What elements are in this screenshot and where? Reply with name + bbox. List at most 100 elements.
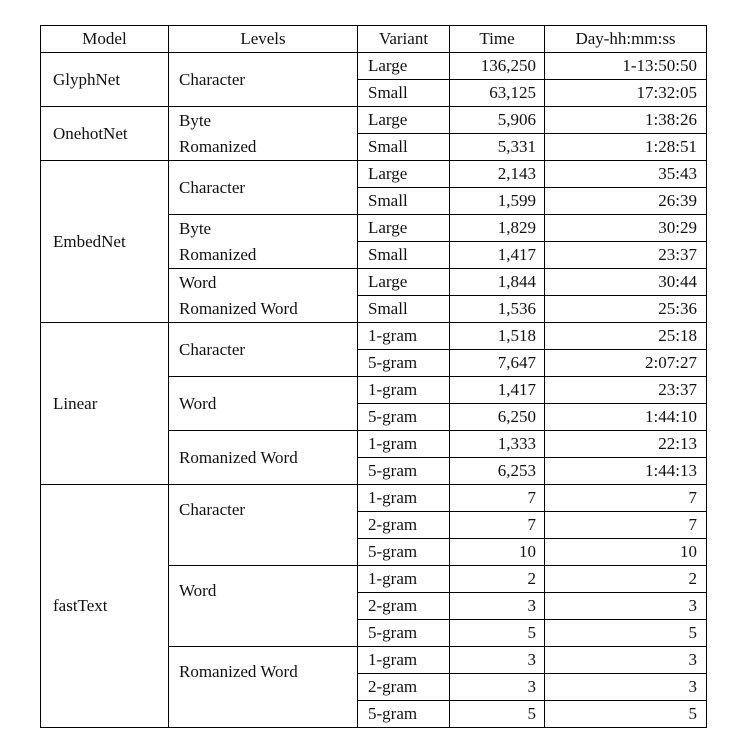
variant-cell: 2-gram bbox=[357, 592, 450, 620]
level-cell: Romanized Word bbox=[168, 430, 358, 485]
day-cell: 10 bbox=[544, 538, 707, 566]
day-cell: 22:13 bbox=[544, 430, 707, 458]
col-header-variant: Variant bbox=[357, 25, 450, 53]
table-row: 5-gram 7,647 2:07:27 bbox=[41, 349, 707, 377]
table-row: 5-gram 5 5 bbox=[41, 700, 707, 728]
variant-cell: Large bbox=[357, 214, 450, 242]
variant-cell: 1-gram bbox=[357, 484, 450, 512]
time-cell: 7 bbox=[449, 511, 545, 539]
time-cell: 3 bbox=[449, 673, 545, 701]
variant-cell: 5-gram bbox=[357, 700, 450, 728]
time-cell: 7,647 bbox=[449, 349, 545, 377]
table-row: Word Romanized Word Large 1,844 30:44 bbox=[41, 268, 707, 323]
time-cell: 1,333 bbox=[449, 430, 545, 458]
day-cell: 1:44:10 bbox=[544, 403, 707, 431]
level-cell: Byte Romanized bbox=[168, 106, 358, 161]
table-row: Romanized Word 1-gram 1,333 22:13 bbox=[41, 430, 707, 485]
time-cell: 1,844 bbox=[449, 268, 545, 296]
day-cell: 7 bbox=[544, 511, 707, 539]
variant-cell: 1-gram bbox=[357, 322, 450, 350]
table-row: 2-gram 7 7 bbox=[41, 511, 707, 539]
level-cell: Character bbox=[168, 160, 358, 215]
variant-cell: Large bbox=[357, 52, 450, 80]
col-header-time: Time bbox=[449, 25, 545, 53]
col-header-day: Day-hh:mm:ss bbox=[544, 25, 707, 53]
time-cell: 1,417 bbox=[449, 241, 545, 269]
table-row: Romanized Word 1-gram 3 3 bbox=[41, 646, 707, 728]
level-cell: Byte Romanized bbox=[168, 214, 358, 269]
variant-cell: Small bbox=[357, 187, 450, 215]
variant-cell: Small bbox=[357, 79, 450, 107]
table-row: 5-gram 10 10 bbox=[41, 538, 707, 566]
table-row: Word 1-gram 1,417 23:37 bbox=[41, 376, 707, 431]
day-cell: 1:28:51 bbox=[544, 133, 707, 161]
table-row: 2-gram 3 3 bbox=[41, 673, 707, 701]
day-cell: 35:43 bbox=[544, 160, 707, 188]
training-time-table: Model Levels Variant Time Day-hh:mm:ss G… bbox=[40, 25, 707, 728]
time-cell: 1,518 bbox=[449, 322, 545, 350]
time-cell: 1,417 bbox=[449, 376, 545, 404]
day-cell: 3 bbox=[544, 673, 707, 701]
model-cell: fastText bbox=[40, 484, 169, 728]
day-cell: 30:44 bbox=[544, 268, 707, 296]
level-cell: Character bbox=[168, 484, 358, 566]
time-cell: 6,253 bbox=[449, 457, 545, 485]
table-row: Small 5,331 1:28:51 bbox=[41, 133, 707, 161]
day-cell: 25:18 bbox=[544, 322, 707, 350]
table-row: 2-gram 3 3 bbox=[41, 592, 707, 620]
time-cell: 63,125 bbox=[449, 79, 545, 107]
time-cell: 10 bbox=[449, 538, 545, 566]
variant-cell: Small bbox=[357, 295, 450, 323]
variant-cell: 1-gram bbox=[357, 376, 450, 404]
table-row: Small 1,599 26:39 bbox=[41, 187, 707, 215]
variant-cell: 5-gram bbox=[357, 538, 450, 566]
day-cell: 26:39 bbox=[544, 187, 707, 215]
level-cell: Character bbox=[168, 322, 358, 377]
time-cell: 1,829 bbox=[449, 214, 545, 242]
time-cell: 1,599 bbox=[449, 187, 545, 215]
day-cell: 1:38:26 bbox=[544, 106, 707, 134]
day-cell: 3 bbox=[544, 592, 707, 620]
table-row: GlyphNet Character Large 136,250 1-13:50… bbox=[40, 52, 707, 107]
level-cell: Word Romanized Word bbox=[168, 268, 358, 323]
time-cell: 2,143 bbox=[449, 160, 545, 188]
variant-cell: Large bbox=[357, 106, 450, 134]
time-cell: 5 bbox=[449, 700, 545, 728]
time-cell: 5 bbox=[449, 619, 545, 647]
day-cell: 17:32:05 bbox=[544, 79, 707, 107]
day-cell: 25:36 bbox=[544, 295, 707, 323]
model-cell: EmbedNet bbox=[40, 160, 169, 323]
level-cell: Word bbox=[168, 376, 358, 431]
variant-cell: 5-gram bbox=[357, 619, 450, 647]
variant-cell: 5-gram bbox=[357, 349, 450, 377]
table-row: fastText Character 1-gram 7 7 bbox=[40, 484, 707, 728]
day-cell: 1:44:13 bbox=[544, 457, 707, 485]
level-cell: Word bbox=[168, 565, 358, 647]
time-cell: 3 bbox=[449, 592, 545, 620]
variant-cell: 2-gram bbox=[357, 511, 450, 539]
day-cell: 23:37 bbox=[544, 241, 707, 269]
day-cell: 1-13:50:50 bbox=[544, 52, 707, 80]
day-cell: 2:07:27 bbox=[544, 349, 707, 377]
variant-cell: Small bbox=[357, 133, 450, 161]
day-cell: 30:29 bbox=[544, 214, 707, 242]
day-cell: 7 bbox=[544, 484, 707, 512]
model-cell: Linear bbox=[40, 322, 169, 485]
day-cell: 23:37 bbox=[544, 376, 707, 404]
variant-cell: 1-gram bbox=[357, 646, 450, 674]
variant-cell: Large bbox=[357, 268, 450, 296]
variant-cell: 5-gram bbox=[357, 457, 450, 485]
day-cell: 5 bbox=[544, 700, 707, 728]
time-cell: 7 bbox=[449, 484, 545, 512]
time-cell: 3 bbox=[449, 646, 545, 674]
time-cell: 2 bbox=[449, 565, 545, 593]
variant-cell: 1-gram bbox=[357, 430, 450, 458]
table-row: EmbedNet Character Large 2,143 35:43 bbox=[40, 160, 707, 323]
table-row: OnehotNet Byte Romanized Large 5,906 1:3… bbox=[40, 106, 707, 161]
table-row: Small 1,417 23:37 bbox=[41, 241, 707, 269]
time-cell: 5,906 bbox=[449, 106, 545, 134]
variant-cell: 2-gram bbox=[357, 673, 450, 701]
time-cell: 6,250 bbox=[449, 403, 545, 431]
day-cell: 5 bbox=[544, 619, 707, 647]
time-cell: 136,250 bbox=[449, 52, 545, 80]
